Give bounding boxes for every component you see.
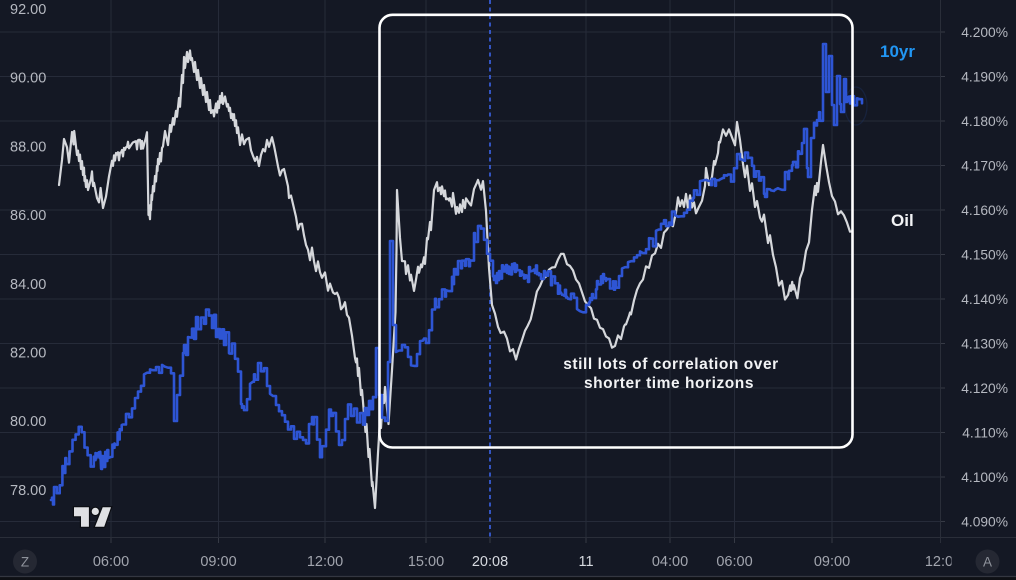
svg-text:shorter time horizons: shorter time horizons xyxy=(584,375,754,392)
svg-text:20:08: 20:08 xyxy=(472,554,508,570)
svg-text:84.00: 84.00 xyxy=(10,277,46,293)
svg-text:Z: Z xyxy=(21,555,29,570)
svg-text:4.190%: 4.190% xyxy=(961,70,1008,85)
svg-text:4.100%: 4.100% xyxy=(961,470,1008,485)
svg-text:09:00: 09:00 xyxy=(200,554,236,570)
svg-text:4.120%: 4.120% xyxy=(961,381,1008,396)
svg-text:06:00: 06:00 xyxy=(716,554,752,570)
svg-text:4.150%: 4.150% xyxy=(961,248,1008,263)
svg-text:10yr: 10yr xyxy=(880,42,915,61)
svg-text:4.090%: 4.090% xyxy=(961,515,1008,530)
svg-text:Oil: Oil xyxy=(891,211,914,230)
svg-text:86.00: 86.00 xyxy=(10,208,46,224)
svg-text:4.160%: 4.160% xyxy=(961,203,1008,218)
svg-text:78.00: 78.00 xyxy=(10,483,46,499)
svg-text:11: 11 xyxy=(578,554,593,570)
svg-text:4.180%: 4.180% xyxy=(961,114,1008,129)
svg-text:90.00: 90.00 xyxy=(10,71,46,87)
svg-text:A: A xyxy=(983,555,992,570)
svg-text:04:00: 04:00 xyxy=(652,554,688,570)
svg-text:80.00: 80.00 xyxy=(10,414,46,430)
svg-text:09:00: 09:00 xyxy=(814,554,850,570)
svg-text:4.170%: 4.170% xyxy=(961,159,1008,174)
svg-text:4.200%: 4.200% xyxy=(961,25,1008,40)
svg-text:4.130%: 4.130% xyxy=(961,337,1008,352)
svg-text:still lots of correlation over: still lots of correlation over xyxy=(563,356,778,373)
svg-text:4.140%: 4.140% xyxy=(961,292,1008,307)
svg-text:15:00: 15:00 xyxy=(408,554,444,570)
svg-text:92.00: 92.00 xyxy=(10,2,46,18)
svg-text:88.00: 88.00 xyxy=(10,139,46,155)
svg-text:82.00: 82.00 xyxy=(10,346,46,362)
svg-text:4.110%: 4.110% xyxy=(962,426,1008,441)
svg-text:06:00: 06:00 xyxy=(93,554,129,570)
svg-text:12:00: 12:00 xyxy=(307,554,343,570)
